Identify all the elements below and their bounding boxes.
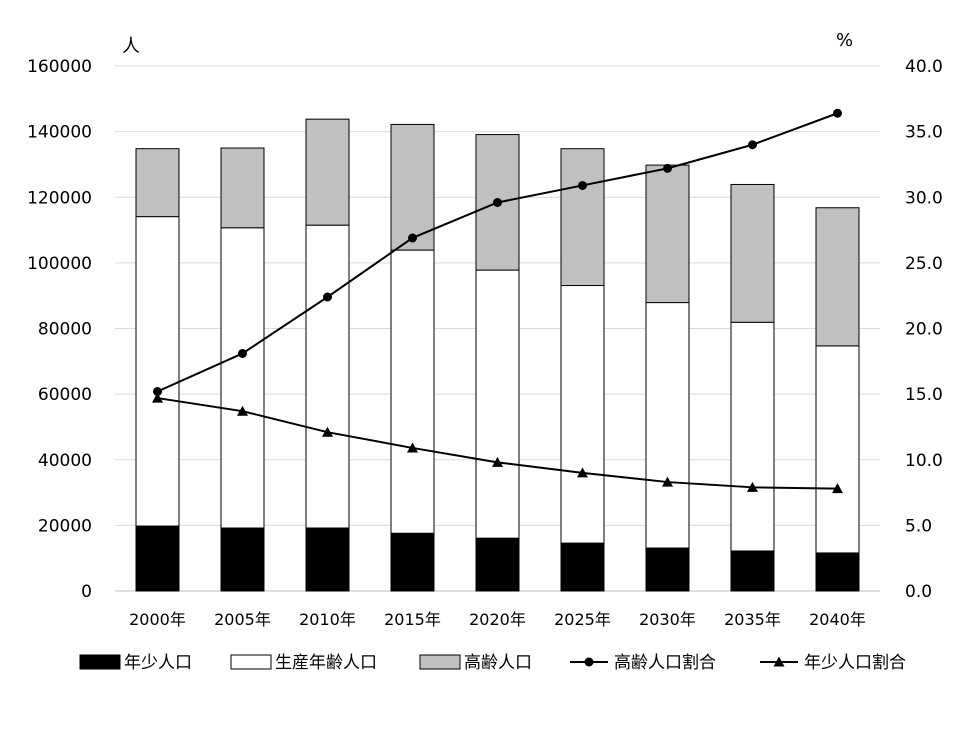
bar-segment-elderly — [135, 148, 180, 218]
bar-segment-working — [730, 321, 775, 552]
x-axis-tick-label: 2035年 — [724, 610, 781, 629]
line-point — [152, 392, 163, 403]
line-point — [662, 476, 673, 487]
bar-segment-young — [730, 550, 775, 592]
bar-segment-elderly — [220, 147, 265, 229]
bar-segment-working — [390, 249, 435, 534]
bar-segment-elderly — [730, 183, 775, 323]
bar-segment-working — [475, 269, 520, 539]
line-point — [747, 481, 758, 492]
bar-segment-working — [560, 285, 605, 544]
bar-segment-working — [645, 302, 690, 549]
line-point — [492, 456, 503, 467]
x-axis-tick-label: 2005年 — [214, 610, 271, 629]
bar-segment-working — [220, 227, 265, 529]
bar-segment-elderly — [390, 123, 435, 251]
line-point — [663, 163, 672, 173]
line-point — [407, 442, 418, 453]
left-axis-tick-label: 160000 — [27, 57, 92, 77]
right-axis-tick-label: 0.0 — [905, 582, 932, 602]
left-axis-tick-label: 40000 — [38, 451, 92, 471]
bar-segment-elderly — [305, 118, 350, 226]
line-layer — [152, 108, 843, 494]
bar-segment-young — [135, 525, 180, 592]
left-axis-tick-label: 100000 — [27, 254, 92, 274]
legend: 年少人口 生産年齢人口 高齢人口 高齢人口割合 年少人口割合 — [79, 653, 906, 673]
line-point — [748, 140, 757, 150]
bar-segment-elderly — [815, 207, 860, 347]
bar-segment-young — [475, 537, 520, 592]
x-axis-tick-label: 2010年 — [299, 610, 356, 629]
right-axis-tick-label: 35.0 — [905, 123, 943, 143]
left-axis-tick-label: 0 — [81, 582, 92, 602]
legend-swatch — [79, 654, 121, 670]
bar-segment-elderly — [645, 164, 690, 304]
right-axis-tick-label: 10.0 — [905, 451, 943, 471]
line-point — [153, 387, 162, 396]
right-axis-tick-label: 20.0 — [905, 320, 943, 340]
line-point — [578, 180, 587, 190]
line-point — [408, 233, 417, 243]
bar-segment-young — [815, 552, 860, 592]
right-axis-tick-label: 25.0 — [905, 254, 943, 274]
line-point — [238, 348, 247, 358]
right-axis-tick-label: 15.0 — [905, 385, 943, 405]
bar-segment-young — [305, 527, 350, 592]
legend-swatch — [419, 654, 461, 670]
legend-marker — [584, 657, 594, 667]
legend-label: 高齢人口 — [464, 653, 532, 673]
x-axis-tick-label: 2040年 — [809, 610, 866, 629]
legend-young-ratio: 年少人口割合 — [760, 653, 906, 673]
bar-segment-working — [135, 216, 180, 527]
line-point — [322, 426, 333, 437]
legend-label: 生産年齢人口 — [275, 653, 377, 673]
x-axis-tick-label: 2030年 — [639, 610, 696, 629]
left-axis-unit: 人 — [122, 36, 140, 57]
x-axis-tick-label: 2025年 — [554, 610, 611, 629]
bar-segment-elderly — [560, 148, 605, 287]
bar-layer — [135, 118, 860, 592]
line-point — [832, 483, 843, 494]
line-point — [323, 292, 332, 302]
x-axis-tick-label: 2000年 — [129, 610, 186, 629]
left-axis-tick-label: 120000 — [27, 188, 92, 208]
legend-swatch — [230, 654, 272, 670]
legend-label: 高齢人口割合 — [614, 653, 716, 673]
left-axis-tick-label: 60000 — [38, 385, 92, 405]
x-axis-tick-label: 2020年 — [469, 610, 526, 629]
line-point — [493, 198, 502, 207]
legend-young: 年少人口 — [79, 653, 192, 673]
x-axis-tick-label: 2015年 — [384, 610, 441, 629]
line-point — [237, 405, 248, 416]
legend-elderly: 高齢人口 — [419, 653, 532, 673]
legend-marker — [773, 656, 785, 667]
right-axis-unit: % — [836, 30, 853, 51]
legend-label: 年少人口 — [124, 653, 192, 673]
bar-segment-young — [390, 532, 435, 592]
bar-segment-working — [815, 345, 860, 554]
left-axis-tick-label: 80000 — [38, 320, 92, 340]
line-point — [833, 108, 842, 118]
left-axis-tick-label: 140000 — [27, 123, 92, 143]
bar-segment-young — [220, 527, 265, 592]
right-axis-tick-label: 30.0 — [905, 188, 943, 208]
line-point — [577, 467, 588, 478]
axis-layer: 人 % 0 20000 40000 60000 80000 100000 120000 140… — [27, 30, 943, 629]
legend-elderly-ratio: 高齢人口割合 — [570, 653, 716, 673]
legend-label: 年少人口割合 — [804, 653, 906, 673]
right-axis-tick-label: 40.0 — [905, 57, 943, 77]
bar-segment-young — [645, 547, 690, 592]
bar-segment-working — [305, 224, 350, 529]
bar-segment-young — [560, 542, 605, 592]
legend-working: 生産年齢人口 — [230, 653, 377, 673]
left-axis-tick-label: 20000 — [38, 516, 92, 536]
right-axis-tick-label: 5.0 — [905, 516, 932, 536]
